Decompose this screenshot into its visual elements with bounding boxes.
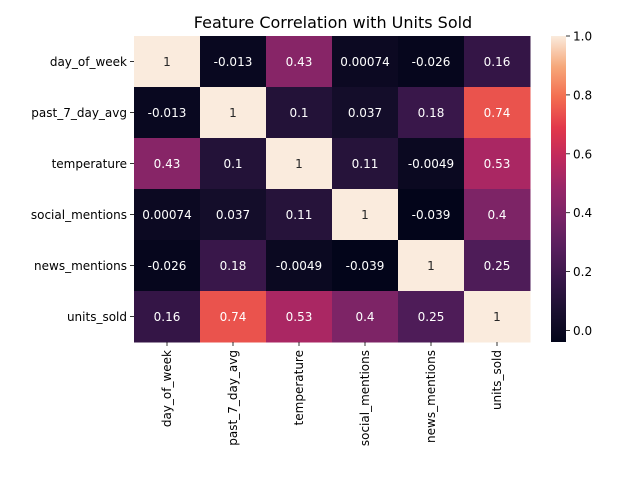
heatmap-cell — [134, 138, 201, 190]
cell-annotation: -0.0049 — [408, 157, 454, 171]
heatmap-cell — [332, 87, 399, 139]
heatmap-cell — [464, 189, 531, 241]
cell-annotation: 0.18 — [418, 106, 445, 120]
cell-annotation: 0.16 — [484, 55, 511, 69]
colorbar: 0.0 0.2 0.4 0.6 0.8 1.0 — [551, 30, 592, 342]
heatmap-cell — [200, 138, 267, 190]
cell-annotation: 0.1 — [223, 157, 242, 171]
heatmap-cell — [332, 189, 399, 241]
cell-annotation: 1 — [361, 208, 369, 222]
heatmap-cell — [464, 36, 531, 88]
colorbar-tick-label: 0.6 — [573, 147, 592, 161]
heatmap-cell — [134, 189, 201, 241]
heatmap-cell — [200, 189, 267, 241]
cell-annotation: -0.039 — [346, 259, 385, 273]
cell-annotation: 0.18 — [220, 259, 247, 273]
cell-annotation: 1 — [493, 310, 501, 324]
cell-annotation: 0.16 — [154, 310, 181, 324]
cell-annotation: 0.4 — [487, 208, 506, 222]
colorbar-tick-label: 0.2 — [573, 265, 592, 279]
row-tick-label: past_7_day_avg — [31, 106, 127, 120]
col-tick-label: day_of_week — [160, 350, 174, 427]
cell-annotation: 0.037 — [216, 208, 250, 222]
cell-annotation: 0.53 — [484, 157, 511, 171]
heatmap-cell — [398, 36, 465, 88]
col-tick-labels: day_of_week past_7_day_avg temperature soci… — [160, 342, 504, 446]
row-tick-label: social_mentions — [31, 208, 127, 222]
heatmap-cell — [200, 291, 267, 343]
heatmap-cell — [332, 36, 399, 88]
cell-annotation: 0.11 — [352, 157, 379, 171]
heatmap-cell — [266, 240, 333, 292]
heatmap-cell — [200, 36, 267, 88]
cell-annotation: 1 — [229, 106, 237, 120]
row-tick-label: units_sold — [67, 310, 127, 324]
cell-annotation: -0.0049 — [276, 259, 322, 273]
heatmap-cell — [266, 87, 333, 139]
heatmap-cell — [464, 240, 531, 292]
cell-annotation: -0.013 — [214, 55, 253, 69]
row-tick-label: news_mentions — [34, 259, 127, 273]
cell-annotation: 0.25 — [484, 259, 511, 273]
heatmap-cell — [134, 87, 201, 139]
heatmap-cell — [398, 138, 465, 190]
heatmap-cell — [332, 291, 399, 343]
col-tick-label: past_7_day_avg — [226, 350, 240, 446]
cell-annotation: 0.00074 — [142, 208, 192, 222]
colorbar-tick-label: 0.0 — [573, 324, 592, 338]
colorbar-tick-label: 0.8 — [573, 88, 592, 102]
cell-annotation: -0.026 — [148, 259, 187, 273]
col-tick-label: news_mentions — [424, 350, 438, 443]
cell-annotation: 0.037 — [348, 106, 382, 120]
cell-annotation: 1 — [163, 55, 171, 69]
cell-annotation: -0.039 — [412, 208, 451, 222]
heatmap-cell — [398, 87, 465, 139]
cell-annotation: 0.53 — [286, 310, 313, 324]
heatmap-cells: 1 -0.013 0.43 0.00074 -0.026 0.16 -0.013 1 0.1 0.… — [134, 36, 531, 343]
heatmap-cell — [134, 240, 201, 292]
heatmap-cell — [266, 291, 333, 343]
row-tick-label: temperature — [52, 157, 127, 171]
heatmap-cell — [464, 87, 531, 139]
cell-annotation: -0.013 — [148, 106, 187, 120]
heatmap-cell — [134, 36, 201, 88]
cell-annotation: 0.25 — [418, 310, 445, 324]
heatmap-cell — [200, 87, 267, 139]
cell-annotation: 0.74 — [484, 106, 511, 120]
heatmap-cell — [332, 240, 399, 292]
cell-annotation: 1 — [295, 157, 303, 171]
col-tick-label: units_sold — [490, 350, 504, 410]
col-tick-label: temperature — [292, 350, 306, 425]
colorbar-tick-label: 1.0 — [573, 30, 592, 44]
row-tick-labels: day_of_week past_7_day_avg temperature soci… — [31, 55, 134, 324]
colorbar-gradient — [551, 36, 566, 342]
heatmap-cell — [398, 291, 465, 343]
cell-annotation: 1 — [427, 259, 435, 273]
col-tick-label: social_mentions — [358, 350, 372, 446]
chart-title: Feature Correlation with Units Sold — [194, 13, 472, 32]
cell-annotation: 0.74 — [220, 310, 247, 324]
colorbar-tick-label: 0.4 — [573, 206, 592, 220]
cell-annotation: -0.026 — [412, 55, 451, 69]
heatmap-cell — [266, 36, 333, 88]
heatmap-cell — [398, 240, 465, 292]
heatmap-cell — [266, 138, 333, 190]
cell-annotation: 0.4 — [355, 310, 374, 324]
heatmap-cell — [332, 138, 399, 190]
heatmap-cell — [200, 240, 267, 292]
heatmap-cell — [266, 189, 333, 241]
heatmap-cell — [464, 291, 531, 343]
row-tick-label: day_of_week — [50, 55, 127, 69]
cell-annotation: 0.43 — [154, 157, 181, 171]
cell-annotation: 0.00074 — [340, 55, 390, 69]
heatmap-cell — [464, 138, 531, 190]
cell-annotation: 0.1 — [289, 106, 308, 120]
heatmap-cell — [398, 189, 465, 241]
cell-annotation: 0.11 — [286, 208, 313, 222]
heatmap-cell — [134, 291, 201, 343]
cell-annotation: 0.43 — [286, 55, 313, 69]
